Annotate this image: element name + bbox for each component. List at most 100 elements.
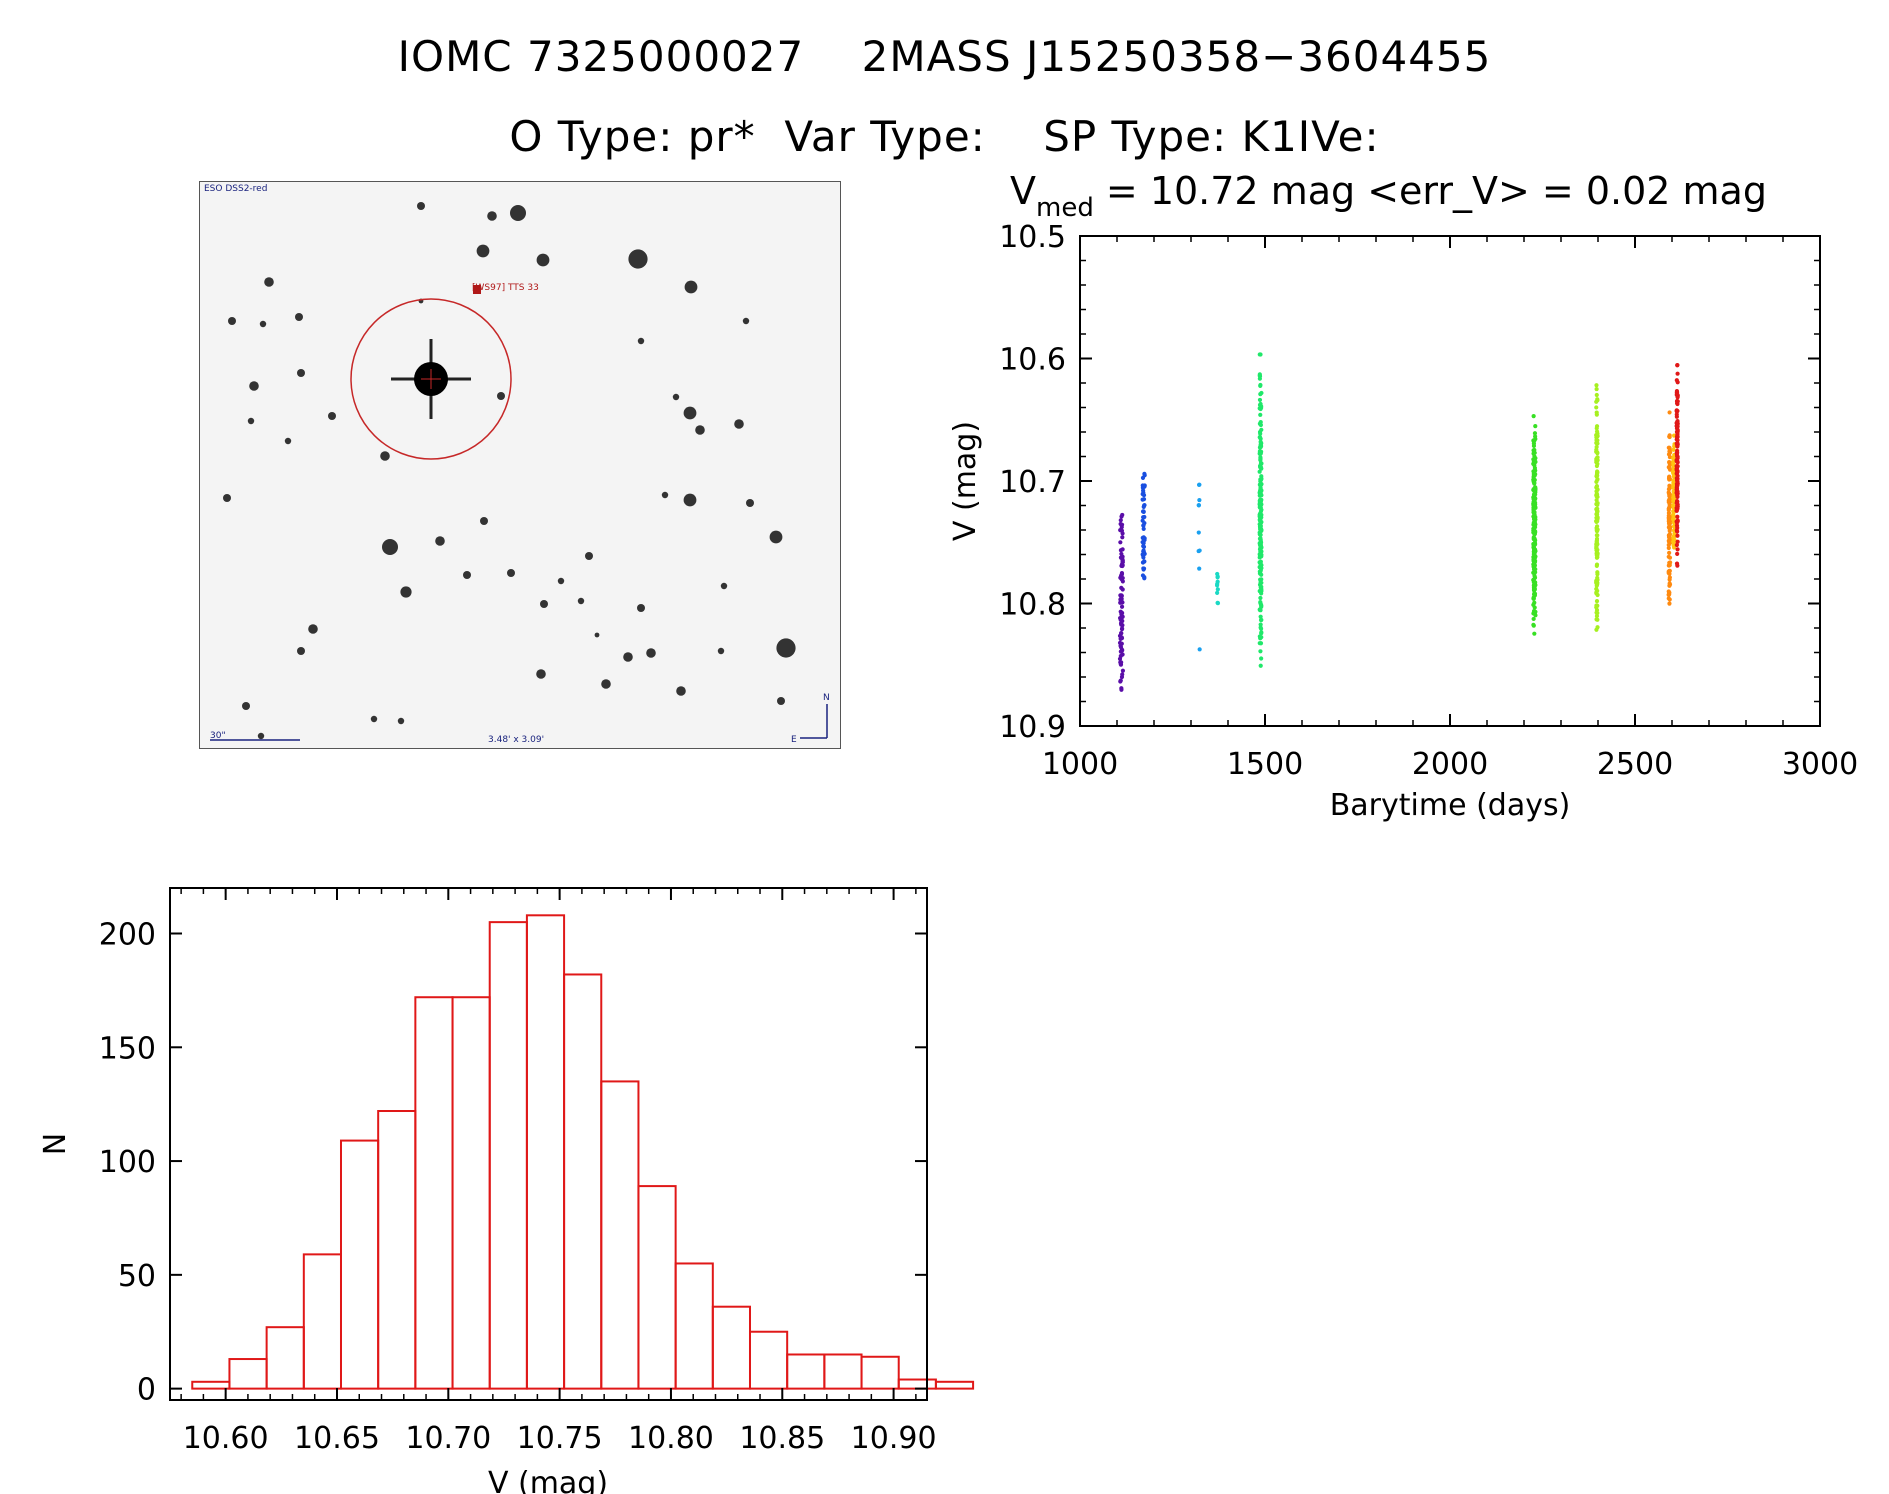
data-point [1594,405,1599,410]
chart-title-types: O Type: pr* Var Type: SP Type: K1IVe: [509,112,1380,161]
scale-bar-label: 30" [210,731,226,741]
data-point [1594,528,1600,534]
star [594,632,600,638]
data-point [1667,581,1672,586]
data-point [1666,563,1672,568]
data-point [1533,434,1538,439]
data-point [1257,641,1262,646]
data-point [1120,575,1125,581]
data-point [1674,478,1680,483]
data-point [1142,484,1147,489]
data-point [1667,445,1672,450]
data-point [1259,587,1264,592]
data-point [1258,635,1263,640]
star [734,419,744,429]
data-point [1258,614,1263,619]
data-point [1674,389,1680,394]
data-point [1594,458,1599,463]
data-point [1142,521,1147,526]
data-point [1531,562,1536,567]
x-tick-label: 10.85 [739,1421,825,1456]
data-point [1675,489,1680,494]
data-point [1671,461,1676,466]
x-tick-label: 2500 [1597,747,1673,782]
data-point [1667,460,1672,465]
data-point [1594,399,1599,404]
data-point [1258,625,1263,630]
data-point [1667,485,1672,490]
data-point [1675,547,1680,552]
star [242,702,250,710]
data-point [1531,513,1537,518]
data-point [1120,610,1125,616]
y-tick-label: 0 [137,1373,156,1408]
star [247,417,255,425]
data-point [1257,429,1263,435]
data-point [1258,663,1263,668]
data-point [1532,529,1537,535]
data-point [1666,510,1672,516]
data-point [1667,492,1673,497]
data-point [1258,523,1263,529]
data-point [1674,500,1679,506]
data-point [1214,583,1220,588]
data-point [1257,435,1262,440]
data-point [1532,431,1538,436]
star [463,571,471,579]
data-point [1532,465,1537,471]
data-point [1594,599,1600,604]
data-point [1257,373,1262,378]
histogram-bar [934,1380,975,1390]
data-point [1531,506,1536,511]
data-point [1671,495,1676,500]
data-point [1119,572,1125,577]
data-point [1594,483,1599,489]
data-point [1257,449,1262,454]
data-point [1120,618,1125,624]
histogram-bar [377,1110,417,1390]
x-tick-label: 2000 [1412,747,1488,782]
y-tick-label: 10.6 [999,343,1066,378]
star [601,679,611,689]
data-point [1671,498,1676,503]
data-point [1674,523,1680,528]
histogram-ticks: 10.60 10.65 10.70 10.75 10.80 10.85 10.90 0 50 10… [99,888,937,1456]
histogram-ylabel: N [38,1133,73,1155]
data-point [1120,531,1125,536]
star [683,406,697,420]
x-tick-label: 10.90 [851,1421,937,1456]
data-point [1532,520,1537,525]
histogram-bar [451,996,491,1390]
data-point [1675,363,1680,368]
data-point [1595,506,1600,511]
data-point [1257,551,1263,556]
data-point [1594,492,1600,497]
data-point [1674,508,1679,513]
data-point [1258,456,1263,461]
star [510,205,526,221]
x-tick-label: 1000 [1042,747,1118,782]
data-point [1666,596,1671,601]
data-point [1259,488,1264,493]
star [328,412,336,420]
data-point [1141,504,1146,509]
data-point [1118,548,1124,553]
data-point [1197,548,1202,553]
data-point [1257,532,1263,537]
light-curve-ylabel: V (mag) [948,421,983,541]
data-point [1257,397,1263,403]
data-point [1118,521,1123,527]
y-tick-label: 200 [99,918,156,953]
star [637,337,645,345]
star [382,539,398,555]
light-curve-title: Vmed = 10.72 mag <err_V> = 0.02 mag [1010,169,1767,223]
data-point [1595,451,1600,456]
data-point [1675,504,1680,509]
star [676,686,686,696]
object-label: [WS97] TTS 33 [472,283,539,293]
light-curve-xlabel: Barytime (days) [1330,788,1571,823]
star [259,320,267,328]
data-point [1667,496,1672,502]
data-point [1532,542,1537,548]
data-point [1258,571,1263,576]
